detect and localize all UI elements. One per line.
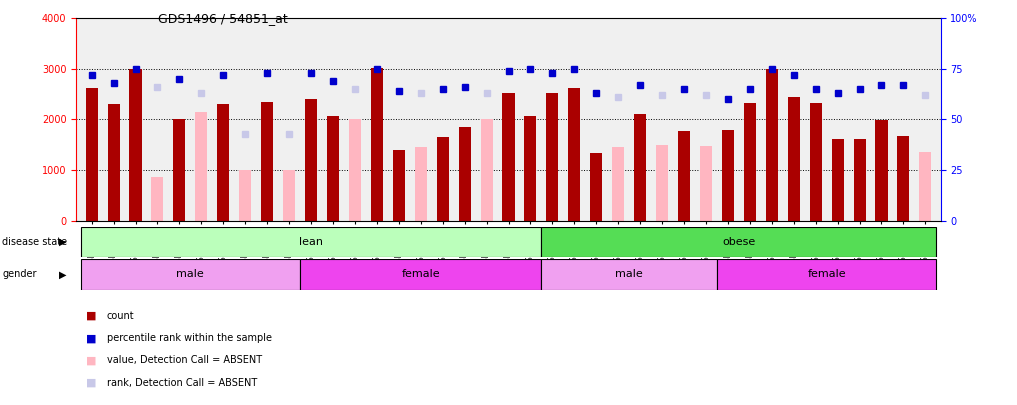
Bar (678, 130, 691, 221)
Bar (261, 102, 274, 221)
Bar (766, 69, 778, 221)
Bar (480, 119, 492, 221)
Bar (525, 117, 537, 221)
Bar (541, 227, 937, 257)
Bar (788, 97, 799, 221)
Text: gender: gender (2, 269, 37, 279)
Bar (326, 117, 339, 221)
Bar (218, 104, 229, 221)
Text: rank, Detection Call = ABSENT: rank, Detection Call = ABSENT (107, 378, 257, 388)
Bar (876, 120, 888, 221)
Bar (436, 137, 448, 221)
Bar (810, 103, 822, 221)
Bar (897, 136, 909, 221)
Bar (717, 259, 937, 290)
Bar (459, 127, 471, 221)
Text: ■: ■ (86, 378, 97, 388)
Text: percentile rank within the sample: percentile rank within the sample (107, 333, 272, 343)
Bar (541, 259, 717, 290)
Bar (832, 139, 844, 221)
Bar (152, 177, 164, 221)
Bar (108, 104, 120, 221)
Text: lean: lean (299, 237, 323, 247)
Text: value, Detection Call = ABSENT: value, Detection Call = ABSENT (107, 356, 262, 365)
Text: ▶: ▶ (59, 237, 66, 247)
Text: male: male (615, 269, 643, 279)
Bar (502, 93, 515, 221)
Text: ▶: ▶ (59, 269, 66, 279)
Bar (393, 150, 405, 221)
Bar (173, 119, 185, 221)
Bar (590, 153, 602, 221)
Text: female: female (807, 269, 846, 279)
Bar (700, 146, 712, 221)
Text: GDS1496 / 54851_at: GDS1496 / 54851_at (158, 12, 288, 25)
Bar (349, 119, 361, 221)
Text: count: count (107, 311, 134, 321)
Bar (129, 69, 141, 221)
Text: ■: ■ (86, 311, 97, 321)
Text: disease state: disease state (2, 237, 67, 247)
Bar (195, 112, 207, 221)
Bar (80, 227, 541, 257)
Bar (371, 68, 382, 221)
Bar (300, 259, 541, 290)
Text: female: female (402, 269, 440, 279)
Bar (853, 139, 865, 221)
Bar (283, 170, 295, 221)
Bar (546, 93, 558, 221)
Text: male: male (177, 269, 204, 279)
Text: ■: ■ (86, 333, 97, 343)
Bar (85, 88, 98, 221)
Bar (415, 147, 427, 221)
Bar (239, 170, 251, 221)
Bar (80, 259, 300, 290)
Bar (722, 130, 734, 221)
Bar (612, 147, 624, 221)
Bar (569, 88, 581, 221)
Bar (635, 114, 646, 221)
Bar (919, 152, 932, 221)
Text: obese: obese (722, 237, 756, 247)
Bar (305, 99, 317, 221)
Bar (656, 145, 668, 221)
Bar (743, 103, 756, 221)
Text: ■: ■ (86, 356, 97, 365)
